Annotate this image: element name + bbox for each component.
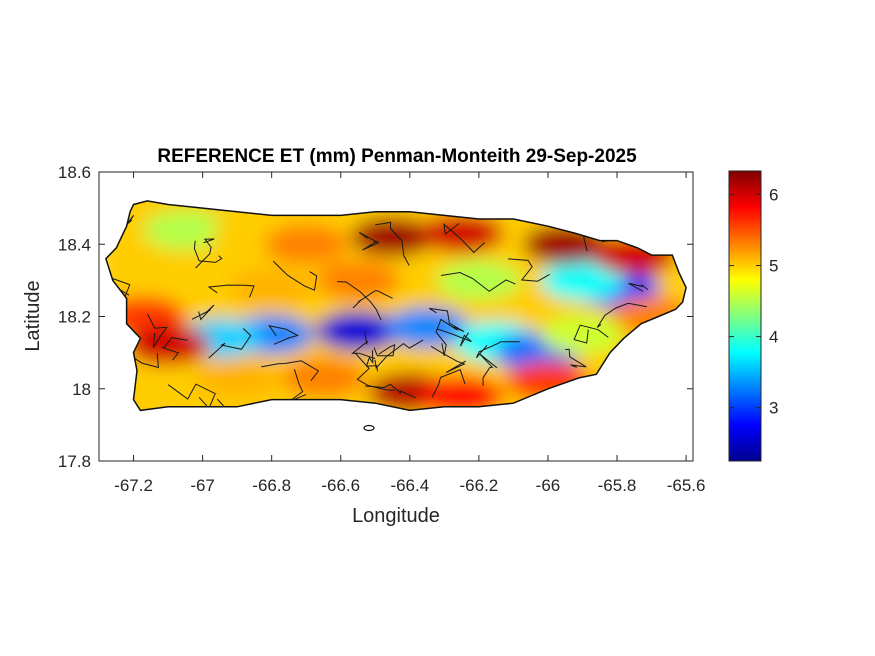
field-feature <box>143 209 228 250</box>
x-axis-label: Longitude <box>352 505 440 527</box>
municipality-boundary <box>443 222 486 254</box>
municipality-boundary <box>429 307 465 333</box>
x-axis: -67.2 -67 -66.8 -66.6 -66.4 -66.2 -66 -65.8 -65.… <box>114 172 705 495</box>
municipality-boundary <box>352 290 393 309</box>
municipality-boundary <box>507 258 550 282</box>
municipality-boundary <box>573 324 609 344</box>
municipality-boundary <box>272 260 318 291</box>
x-tick-label: -67.2 <box>114 476 153 495</box>
chart-title: REFERENCE ET (mm) Penman-Monteith 29-Sep… <box>157 146 637 167</box>
x-tick-label: -66.2 <box>460 476 499 495</box>
municipality-boundary <box>207 284 255 298</box>
municipality-boundary <box>161 337 188 361</box>
field-feature <box>540 260 625 301</box>
caja-de-muertos-islet <box>363 424 375 432</box>
y-axis: 17.8 18 18.2 18.4 18.6 <box>58 163 693 471</box>
x-tick-label: -66 <box>536 476 561 495</box>
et-value-field <box>105 200 687 411</box>
x-tick-label: -66.6 <box>321 476 360 495</box>
field-feature <box>229 267 314 308</box>
municipality-boundary <box>337 281 382 321</box>
municipality-boundary <box>430 345 466 374</box>
x-tick-label: -66.8 <box>252 476 291 495</box>
municipality-boundary <box>146 313 168 348</box>
colorbar <box>728 170 762 462</box>
municipality-boundary <box>475 341 520 359</box>
field-feature <box>195 357 280 398</box>
municipality-boundary <box>565 348 587 368</box>
x-tick-label: -65.6 <box>667 476 706 495</box>
field-feature <box>264 224 349 265</box>
municipality-boundary <box>359 232 380 251</box>
y-tick-label: 18.4 <box>58 235 91 254</box>
municipality-boundary <box>431 369 466 398</box>
y-tick-label: 17.8 <box>58 452 91 471</box>
municipality-boundary <box>195 238 215 269</box>
municipality-boundary <box>479 353 498 386</box>
municipality-boundary <box>628 282 649 292</box>
field-feature <box>436 260 521 301</box>
municipality-boundary <box>351 331 376 360</box>
island-outline <box>105 200 687 412</box>
field-feature <box>316 260 401 301</box>
municipality-boundary <box>268 324 299 345</box>
x-tick-label: -67 <box>190 476 215 495</box>
colorbar-tick-label: 3 <box>769 399 778 418</box>
colorbar-tick-label: 4 <box>769 328 778 347</box>
colorbar-tick-label: 5 <box>769 257 778 276</box>
municipality-boundary <box>374 339 424 370</box>
colorbar-tick-label: 6 <box>769 185 778 204</box>
municipality-boundary <box>365 383 416 399</box>
field-feature <box>316 310 401 351</box>
municipality-boundary <box>375 221 410 266</box>
y-tick-label: 18.6 <box>58 163 91 182</box>
municipality-boundary <box>365 350 378 372</box>
y-tick-label: 18.2 <box>58 308 91 327</box>
municipality-boundary <box>436 328 472 347</box>
field-feature <box>281 357 366 398</box>
y-axis-label: Latitude <box>22 280 44 351</box>
field-feature <box>540 314 625 355</box>
field-feature <box>126 325 211 366</box>
field-feature <box>419 213 504 254</box>
field-feature <box>350 217 435 258</box>
municipality-boundary <box>208 328 252 359</box>
y-tick-label: 18 <box>72 380 91 399</box>
municipality-boundary <box>373 343 396 357</box>
municipality-boundary <box>261 360 320 382</box>
municipality-boundary <box>596 302 647 328</box>
municipality-boundary <box>191 304 215 321</box>
x-tick-label: -65.8 <box>598 476 637 495</box>
municipality-boundary <box>441 271 516 292</box>
municipality-boundary <box>193 240 223 263</box>
x-tick-label: -66.4 <box>390 476 429 495</box>
colorbar-ticks: 3 4 5 6 <box>729 185 778 418</box>
